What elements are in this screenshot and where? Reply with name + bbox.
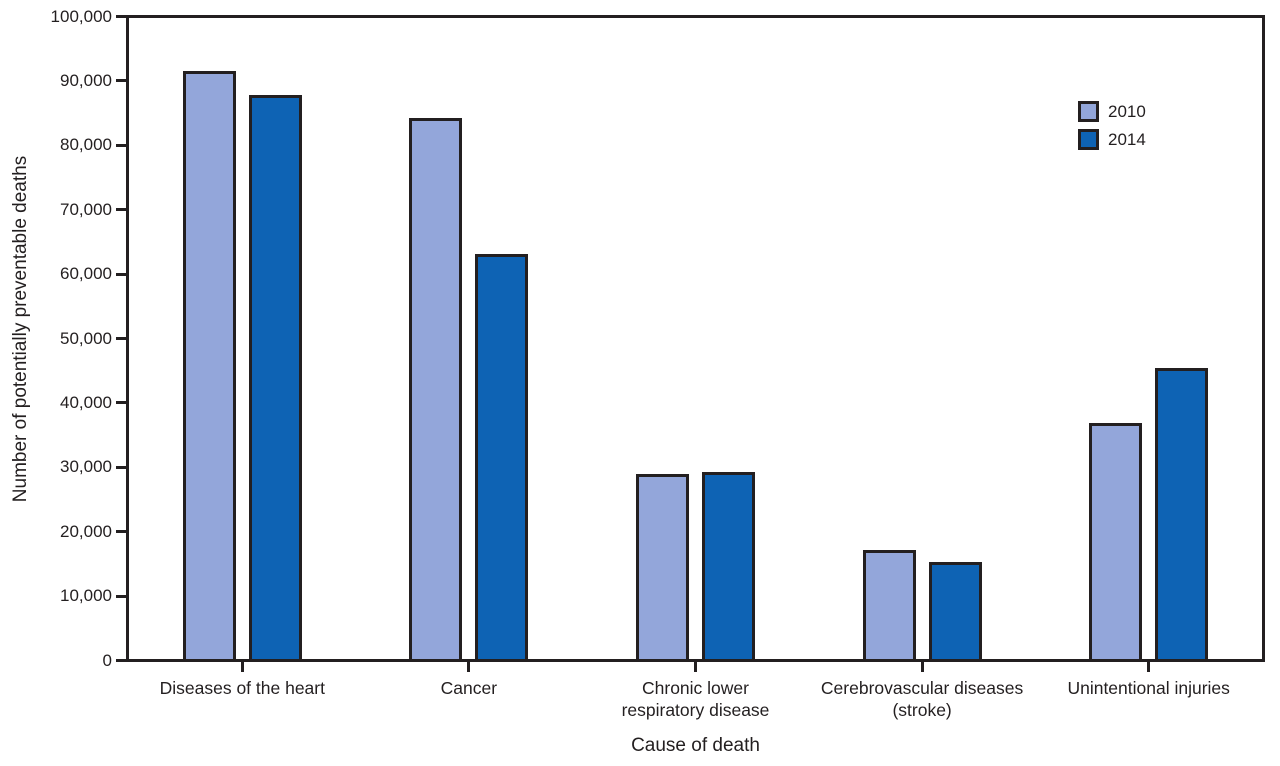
y-tick-80,000 — [116, 143, 126, 147]
bar-2014-cancer — [475, 254, 528, 659]
y-tick-label-100,000: 100,000 — [50, 6, 112, 26]
y-tick-label-0: 0 — [102, 650, 112, 670]
bar-2010-cerebrovascular-diseases — [863, 550, 916, 659]
y-tick-label-10,000: 10,000 — [60, 586, 112, 606]
y-tick-70,000 — [116, 208, 126, 212]
x-tick-cerebrovascular-diseases — [920, 662, 924, 672]
x-category-label-chronic-lower: Chronic lower respiratory disease — [621, 678, 770, 720]
y-tick-label-60,000: 60,000 — [60, 264, 112, 284]
x-category-label-unintentional-injuries: Unintentional injuries — [1067, 678, 1230, 698]
plot-inner — [129, 18, 1262, 659]
y-tick-20,000 — [116, 530, 126, 534]
x-tick-cancer — [467, 662, 471, 672]
y-tick-30,000 — [116, 465, 126, 469]
y-tick-90,000 — [116, 79, 126, 83]
bar-2010-cancer — [409, 118, 462, 659]
x-axis-title: Cause of death — [631, 735, 760, 756]
bar-2010-diseases-of-the-heart — [183, 71, 236, 659]
y-tick-label-70,000: 70,000 — [60, 199, 112, 219]
x-tick-unintentional-injuries — [1147, 662, 1151, 672]
y-tick-label-90,000: 90,000 — [60, 70, 112, 90]
y-tick-label-50,000: 50,000 — [60, 328, 112, 348]
y-tick-label-20,000: 20,000 — [60, 521, 112, 541]
y-tick-10,000 — [116, 594, 126, 598]
legend-label-2014: 2014 — [1108, 130, 1146, 149]
y-tick-label-40,000: 40,000 — [60, 392, 112, 412]
x-category-label-cancer: Cancer — [440, 678, 498, 698]
legend-swatch-2014 — [1078, 129, 1099, 150]
legend-item-2010: 2010 — [1078, 101, 1146, 122]
legend-label-2010: 2010 — [1108, 102, 1146, 121]
y-tick-60,000 — [116, 272, 126, 276]
bar-2014-unintentional-injuries — [1155, 368, 1208, 659]
y-tick-label-80,000: 80,000 — [60, 135, 112, 155]
x-category-label-diseases-of-the-heart: Diseases of the heart — [159, 678, 325, 698]
bar-2014-chronic-lower — [702, 472, 755, 659]
y-tick-40,000 — [116, 401, 126, 405]
x-tick-chronic-lower — [694, 662, 697, 672]
legend-item-2014: 2014 — [1078, 129, 1146, 150]
y-tick-label-30,000: 30,000 — [60, 457, 112, 477]
x-category-label-cerebrovascular-diseases: Cerebrovascular diseases (stroke) — [820, 678, 1024, 720]
x-tick-diseases-of-the-heart — [240, 662, 244, 672]
y-tick-0 — [116, 659, 126, 662]
bar-2010-unintentional-injuries — [1089, 423, 1142, 659]
bar-2010-chronic-lower — [636, 474, 689, 659]
legend: 2010 2014 — [1078, 101, 1146, 157]
bar-2014-diseases-of-the-heart — [249, 95, 302, 659]
bar-2014-cerebrovascular-diseases — [929, 562, 982, 659]
y-tick-100,000 — [116, 15, 126, 18]
plot-area — [126, 15, 1265, 662]
y-tick-50,000 — [116, 337, 126, 340]
legend-swatch-2010 — [1078, 101, 1099, 122]
